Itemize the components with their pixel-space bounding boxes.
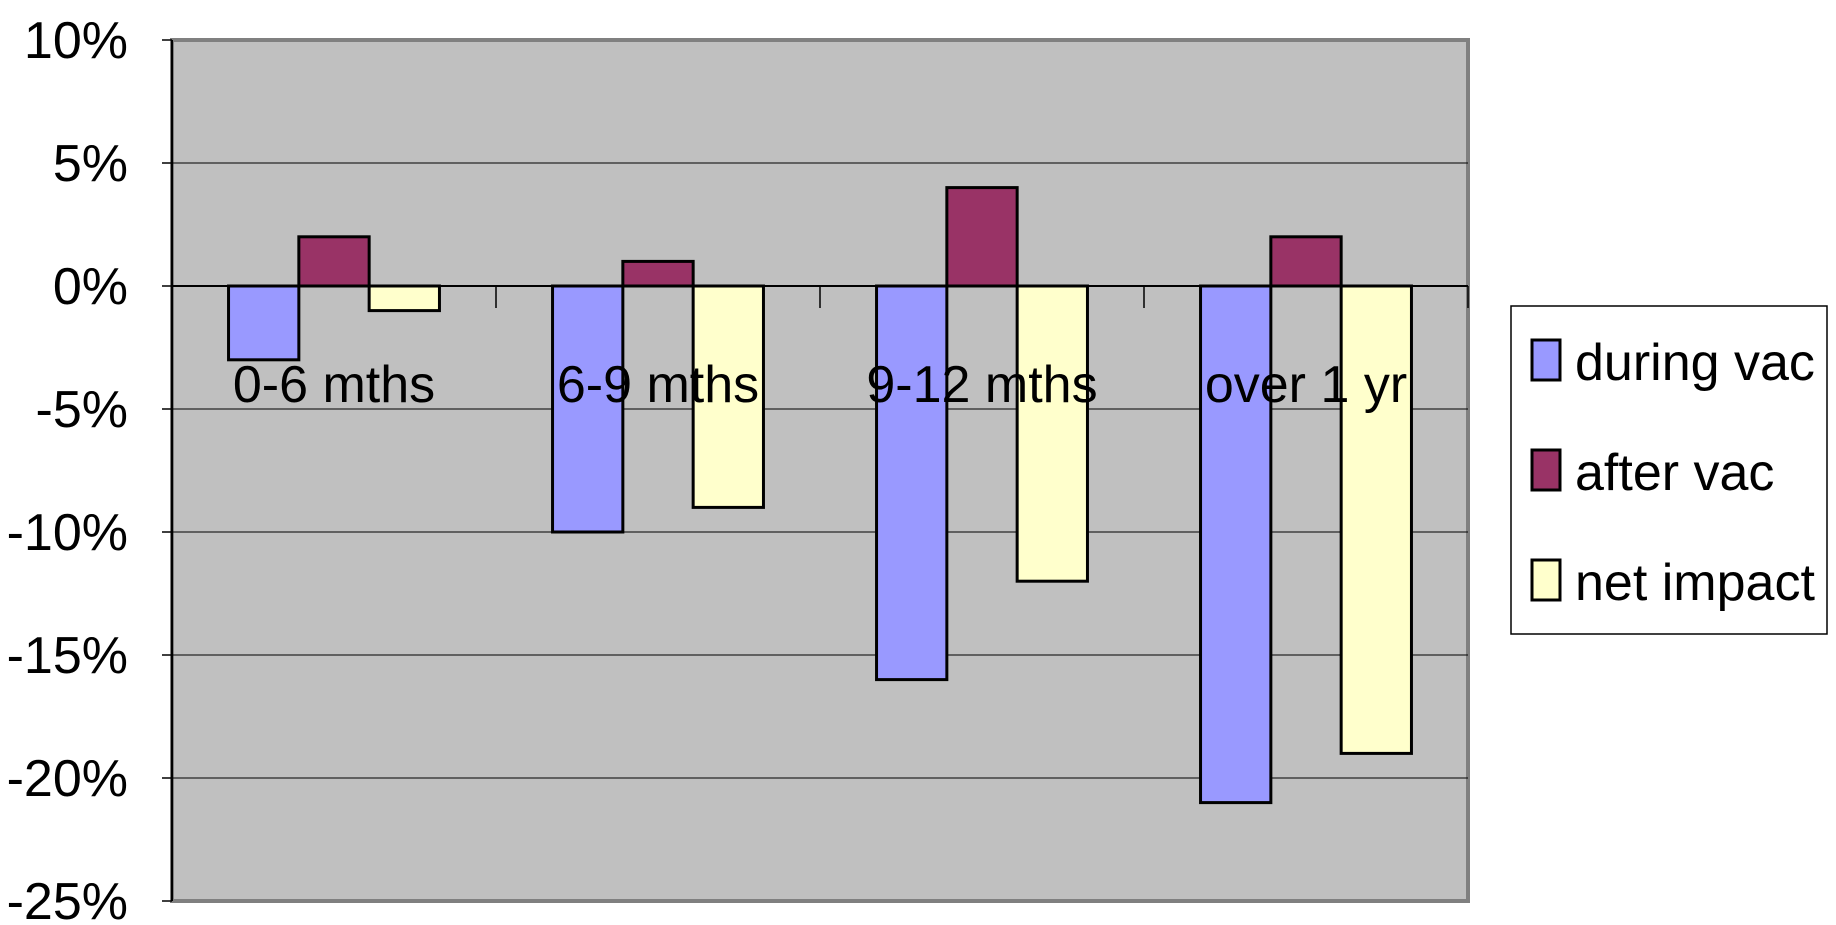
- bar-net-impact-3: [1339, 284, 1413, 755]
- legend-label: during vac: [1575, 334, 1815, 392]
- bar-net-impact-2: [1015, 284, 1089, 583]
- legend-label: after vac: [1575, 444, 1774, 502]
- bar-during-vac-3: [1199, 284, 1273, 805]
- bars: [227, 186, 1413, 805]
- y-tick-label: 0%: [53, 258, 128, 316]
- y-tick-label: 10%: [24, 12, 128, 70]
- y-tick-label: -5%: [36, 381, 128, 439]
- legend: during vac after vac net impact: [1510, 305, 1828, 635]
- bar-during-vac-2: [875, 284, 949, 682]
- plot-area: [170, 38, 1470, 903]
- bar-net-impact-1: [691, 284, 765, 509]
- y-tick-label: 5%: [53, 135, 128, 193]
- category-labels: 0-6 mths 6-9 mths 9-12 mths over 1 yr: [233, 356, 1407, 414]
- x-category-label: 0-6 mths: [233, 356, 435, 414]
- x-category-label: 6-9 mths: [557, 356, 759, 414]
- bar-after-vac-2: [945, 186, 1019, 288]
- bar-during-vac-1: [551, 284, 625, 534]
- y-tick-label: -10%: [7, 504, 128, 562]
- y-tick-label: -20%: [7, 750, 128, 808]
- x-category-label: over 1 yr: [1205, 356, 1407, 414]
- legend-box: [1510, 305, 1828, 635]
- legend-swatch: [1530, 448, 1562, 492]
- bar-after-vac-3: [1269, 235, 1343, 288]
- y-tick-label: -25%: [7, 873, 128, 925]
- legend-label: net impact: [1575, 554, 1815, 612]
- bar-during-vac-0: [227, 284, 301, 362]
- bar-net-impact-0: [367, 284, 441, 313]
- bar-after-vac-1: [621, 259, 695, 288]
- legend-swatch: [1530, 558, 1562, 602]
- bar-after-vac-0: [297, 235, 371, 288]
- y-axis: 10% 5% 0% -5% -10% -15% -20% -25%: [7, 12, 173, 925]
- legend-swatch: [1530, 338, 1562, 382]
- x-category-label: 9-12 mths: [866, 356, 1097, 414]
- y-tick-label: -15%: [7, 627, 128, 685]
